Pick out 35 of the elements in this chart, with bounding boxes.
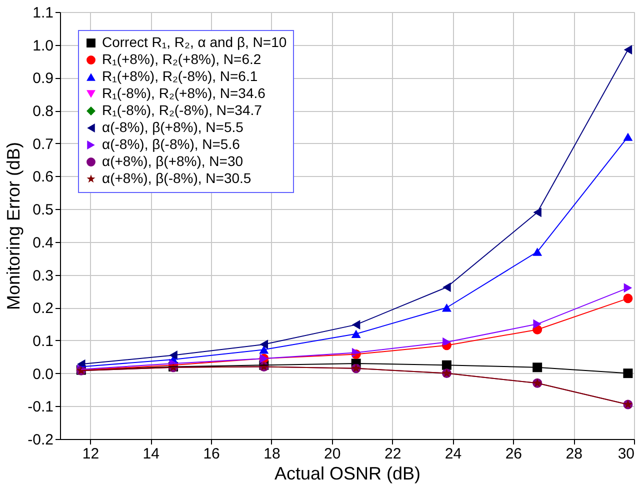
y-tick-label: 1.0 xyxy=(32,37,54,54)
legend-label: R₁(+8%), R₂(+8%), N=6.2 xyxy=(102,51,262,67)
x-tick-label: 16 xyxy=(203,446,220,462)
x-tick-label: 22 xyxy=(384,446,402,462)
legend-label: α(-8%), β(-8%), N=5.6 xyxy=(102,136,240,152)
legend-label: α(+8%), β(-8%), N=30.5 xyxy=(102,170,252,186)
y-tick-label: 0.5 xyxy=(32,202,54,219)
legend-label: R₁(-8%), R₂(-8%), N=34.7 xyxy=(102,102,262,118)
y-tick-label: 0.4 xyxy=(32,234,54,252)
x-axis-title: Actual OSNR (dB) xyxy=(274,464,421,484)
y-tick-label: 0.2 xyxy=(32,300,54,318)
y-tick-label: -0.1 xyxy=(28,398,54,416)
y-axis-title: Monitoring Error (dB) xyxy=(4,142,24,310)
x-tick-label: 24 xyxy=(444,446,462,462)
legend-label: α(-8%), β(+8%), N=5.5 xyxy=(102,119,244,135)
legend-label: R₁(+8%), R₂(-8%), N=6.1 xyxy=(102,68,258,84)
y-tick-label: 0.8 xyxy=(32,103,54,120)
y-tick-label: 0.7 xyxy=(32,136,54,153)
legend-label: R₁(-8%), R₂(+8%), N=34.6 xyxy=(102,85,266,101)
x-tick-label: 28 xyxy=(566,446,582,462)
legend-label: Correct R₁, R₂, α and β, N=10 xyxy=(102,34,287,50)
y-tick-label: 1.1 xyxy=(32,4,54,22)
y-tick-label: -0.2 xyxy=(28,432,54,448)
y-tick-label: 0.0 xyxy=(32,366,54,383)
y-tick-label: 0.3 xyxy=(32,267,54,284)
x-tick-label: 20 xyxy=(324,446,341,462)
legend-label: α(+8%), β(+8%), N=30 xyxy=(102,153,244,169)
x-tick-label: 14 xyxy=(142,446,160,462)
y-tick-label: 0.1 xyxy=(32,332,54,350)
x-tick-label: 18 xyxy=(264,446,280,462)
x-tick-label: 12 xyxy=(82,446,100,462)
x-tick-label: 30 xyxy=(618,446,634,462)
y-tick-label: 0.9 xyxy=(32,70,54,88)
y-tick-label: 0.6 xyxy=(32,168,54,186)
x-tick-label: 26 xyxy=(505,446,522,462)
